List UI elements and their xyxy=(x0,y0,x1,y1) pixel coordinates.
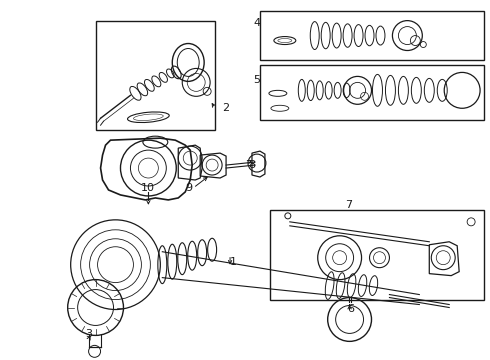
Text: 4: 4 xyxy=(253,18,260,28)
Bar xyxy=(96,21,215,130)
Text: 9: 9 xyxy=(185,183,193,193)
Text: 7: 7 xyxy=(344,200,352,210)
Bar xyxy=(260,11,484,60)
Text: 5: 5 xyxy=(253,75,260,85)
Text: 2: 2 xyxy=(222,103,229,113)
Text: 3: 3 xyxy=(86,329,93,339)
Bar xyxy=(260,66,484,120)
Text: 10: 10 xyxy=(141,183,154,193)
Text: 1: 1 xyxy=(230,257,237,267)
Text: 8: 8 xyxy=(248,160,255,170)
Text: 6: 6 xyxy=(347,305,355,315)
Bar xyxy=(270,210,484,300)
